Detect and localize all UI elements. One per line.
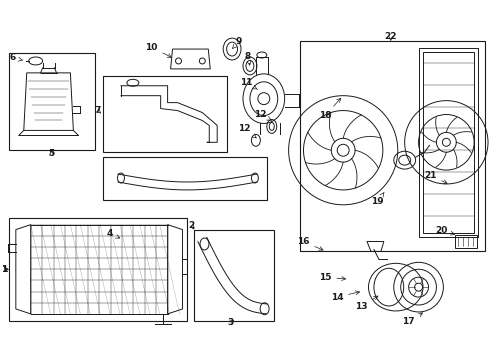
Text: 5: 5 xyxy=(49,149,55,158)
Text: 1: 1 xyxy=(0,265,8,274)
Text: 4: 4 xyxy=(107,229,120,238)
Text: 7: 7 xyxy=(95,106,101,115)
Text: 1: 1 xyxy=(0,265,7,274)
Text: 3: 3 xyxy=(227,318,233,327)
Text: 22: 22 xyxy=(385,32,397,41)
Text: 13: 13 xyxy=(355,296,378,311)
Text: 2: 2 xyxy=(189,221,195,230)
Text: 17: 17 xyxy=(402,313,422,327)
Text: 15: 15 xyxy=(319,273,345,282)
Text: 10: 10 xyxy=(146,42,172,57)
Text: 12: 12 xyxy=(238,124,256,138)
Text: 20: 20 xyxy=(436,226,455,235)
Text: 14: 14 xyxy=(331,291,360,302)
Text: 19: 19 xyxy=(371,192,384,206)
Text: 12: 12 xyxy=(254,110,271,121)
Text: 6: 6 xyxy=(10,54,22,63)
Text: 18: 18 xyxy=(319,98,341,120)
Text: 9: 9 xyxy=(233,37,242,49)
Text: 21: 21 xyxy=(424,171,447,183)
Text: 8: 8 xyxy=(245,51,251,65)
Text: 11: 11 xyxy=(240,78,257,89)
Text: 16: 16 xyxy=(297,237,323,250)
